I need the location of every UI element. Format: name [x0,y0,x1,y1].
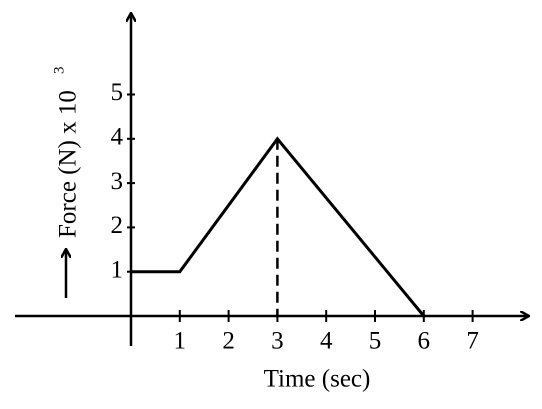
x-tick-label: 4 [320,328,333,355]
x-tick-label: 3 [271,328,284,355]
x-tick-label: 6 [418,328,431,355]
x-axis-label: Time (sec) [264,366,371,393]
y-tick-label: 2 [111,212,124,239]
x-tick-label: 7 [466,328,479,355]
y-tick-label: 5 [111,79,124,106]
y-axis-label: Force (N) x 10 [55,90,82,238]
data-line [131,136,425,317]
y-tick-label: 3 [111,168,124,195]
y-axis-label-exponent: 3 [51,67,67,75]
x-tick-label: 1 [174,328,187,355]
y-tick-label: 1 [111,256,124,283]
x-tick-label: 2 [222,328,235,355]
x-tick-label: 5 [369,328,382,355]
y-tick-label: 4 [111,124,124,151]
